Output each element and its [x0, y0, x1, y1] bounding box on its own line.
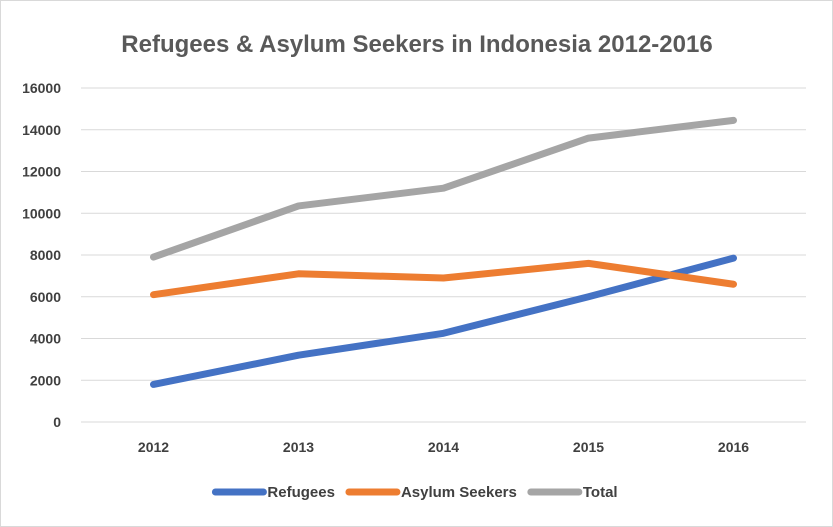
- x-axis-ticks: 2012 2013 2014 2015 2016: [138, 439, 749, 455]
- y-axis-ticks: 0 2000 4000 6000 8000 10000 12000 14000 16000: [22, 80, 61, 430]
- series-line-total: [150, 116, 737, 261]
- legend-label: Refugees: [267, 484, 335, 501]
- y-tick-label: 6000: [30, 289, 61, 305]
- x-tick-label: 2014: [428, 439, 459, 455]
- y-tick-label: 12000: [22, 164, 61, 180]
- series-lines: [150, 116, 737, 388]
- legend-label: Total: [583, 484, 618, 501]
- x-tick-label: 2012: [138, 439, 169, 455]
- y-tick-label: 8000: [30, 247, 61, 263]
- x-tick-label: 2015: [573, 439, 604, 455]
- legend-label: Asylum Seekers: [401, 484, 517, 501]
- y-tick-label: 4000: [30, 331, 61, 347]
- legend: Refugees Asylum Seekers Total: [211, 484, 618, 501]
- y-tick-label: 0: [53, 414, 61, 430]
- y-tick-label: 2000: [30, 372, 61, 388]
- gridlines: [81, 87, 806, 423]
- y-tick-label: 16000: [22, 80, 61, 96]
- x-tick-label: 2013: [283, 439, 314, 455]
- series-line-asylum-seekers: [150, 259, 737, 299]
- x-tick-label: 2016: [718, 439, 749, 455]
- y-tick-label: 10000: [22, 205, 61, 221]
- chart-title: Refugees & Asylum Seekers in Indonesia 2…: [121, 31, 712, 58]
- series-line-refugees: [150, 254, 737, 388]
- y-tick-label: 14000: [22, 122, 61, 138]
